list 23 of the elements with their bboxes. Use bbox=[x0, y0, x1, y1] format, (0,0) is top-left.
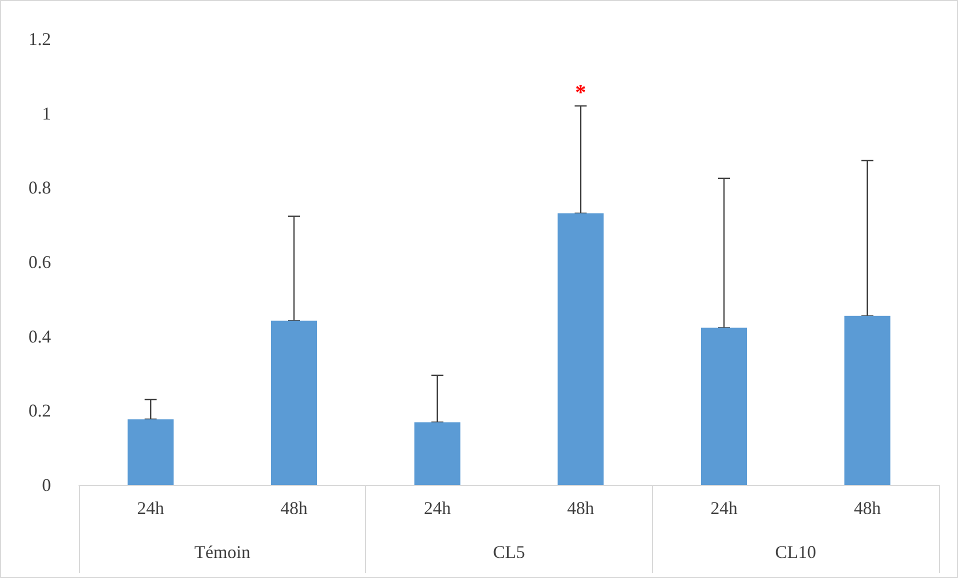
x-tick-label: 48h bbox=[854, 498, 881, 518]
y-tick-label: 0.2 bbox=[28, 400, 51, 421]
x-tick-label: 24h bbox=[424, 498, 451, 518]
x-tick-label: 24h bbox=[710, 498, 738, 518]
y-tick-label: 0.6 bbox=[28, 252, 51, 272]
text: CL5 bbox=[492, 542, 526, 562]
x-tick-label: 48h bbox=[280, 498, 308, 518]
y-tick-label: 0.4 bbox=[28, 326, 51, 346]
y-tick-label: 0.8 bbox=[28, 178, 51, 198]
bar bbox=[701, 328, 747, 485]
text: CL10 bbox=[775, 542, 816, 562]
bar bbox=[414, 422, 460, 485]
bar bbox=[844, 316, 890, 485]
y-tick-label: 1 bbox=[42, 103, 51, 124]
bar bbox=[558, 213, 604, 485]
x-tick-label: 48h bbox=[567, 498, 594, 518]
y-tick-label: 1.2 bbox=[28, 29, 51, 49]
bar bbox=[128, 419, 174, 485]
x-tick-label: 24h bbox=[137, 498, 164, 518]
annotation: * bbox=[575, 79, 586, 104]
y-tick-label: 0 bbox=[42, 475, 51, 495]
bar bbox=[271, 320, 317, 485]
text: Témoin bbox=[194, 542, 250, 562]
